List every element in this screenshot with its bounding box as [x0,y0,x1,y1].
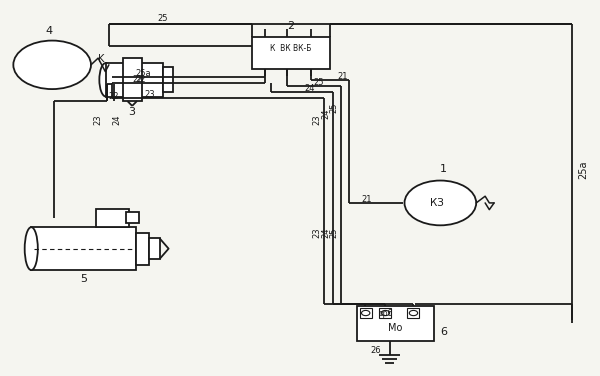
Text: 25: 25 [157,14,168,23]
Text: КЗ: КЗ [430,198,444,208]
Text: K: K [98,54,104,64]
Text: 23: 23 [312,227,321,238]
Bar [122,59,142,101]
Bar [357,306,434,341]
Bar [136,233,149,264]
Text: 24: 24 [321,227,330,238]
Bar [126,212,139,223]
Text: 24: 24 [321,109,330,119]
Circle shape [362,311,370,315]
Text: 3: 3 [128,107,136,117]
Text: 25: 25 [314,78,324,87]
Bar [407,308,419,317]
Text: орб: орб [379,309,394,318]
Text: 21: 21 [362,195,372,204]
Text: 22: 22 [109,92,119,101]
Circle shape [409,311,418,315]
Bar [31,227,136,270]
Ellipse shape [100,63,112,97]
Text: 26: 26 [371,346,381,355]
Text: 24: 24 [304,84,314,93]
Text: 25: 25 [329,227,338,238]
Text: 6: 6 [440,327,447,337]
Text: 25: 25 [329,103,338,114]
Text: 25а: 25а [136,68,151,77]
Text: 5: 5 [80,274,87,284]
Circle shape [381,311,389,315]
Text: 23: 23 [145,90,155,99]
Bar [379,308,391,317]
Bar [360,308,371,317]
Text: 23: 23 [312,115,321,125]
Bar [252,37,330,68]
Text: 21: 21 [338,72,348,81]
Text: 25а: 25а [578,160,589,179]
Text: 22: 22 [133,75,143,84]
Text: 22: 22 [136,74,146,83]
Bar [96,209,129,227]
Text: 2: 2 [287,21,295,31]
Text: 4: 4 [46,26,53,36]
Bar [106,63,163,97]
Text: 24: 24 [113,114,122,125]
Circle shape [404,180,476,225]
Text: 23: 23 [94,114,103,125]
Bar [149,238,160,259]
Text: К  ВК ВК-Б: К ВК ВК-Б [271,44,312,53]
Text: 1: 1 [440,164,447,174]
Text: Мо: Мо [388,323,403,332]
Bar [163,67,173,92]
Ellipse shape [25,227,38,270]
Circle shape [13,41,91,89]
